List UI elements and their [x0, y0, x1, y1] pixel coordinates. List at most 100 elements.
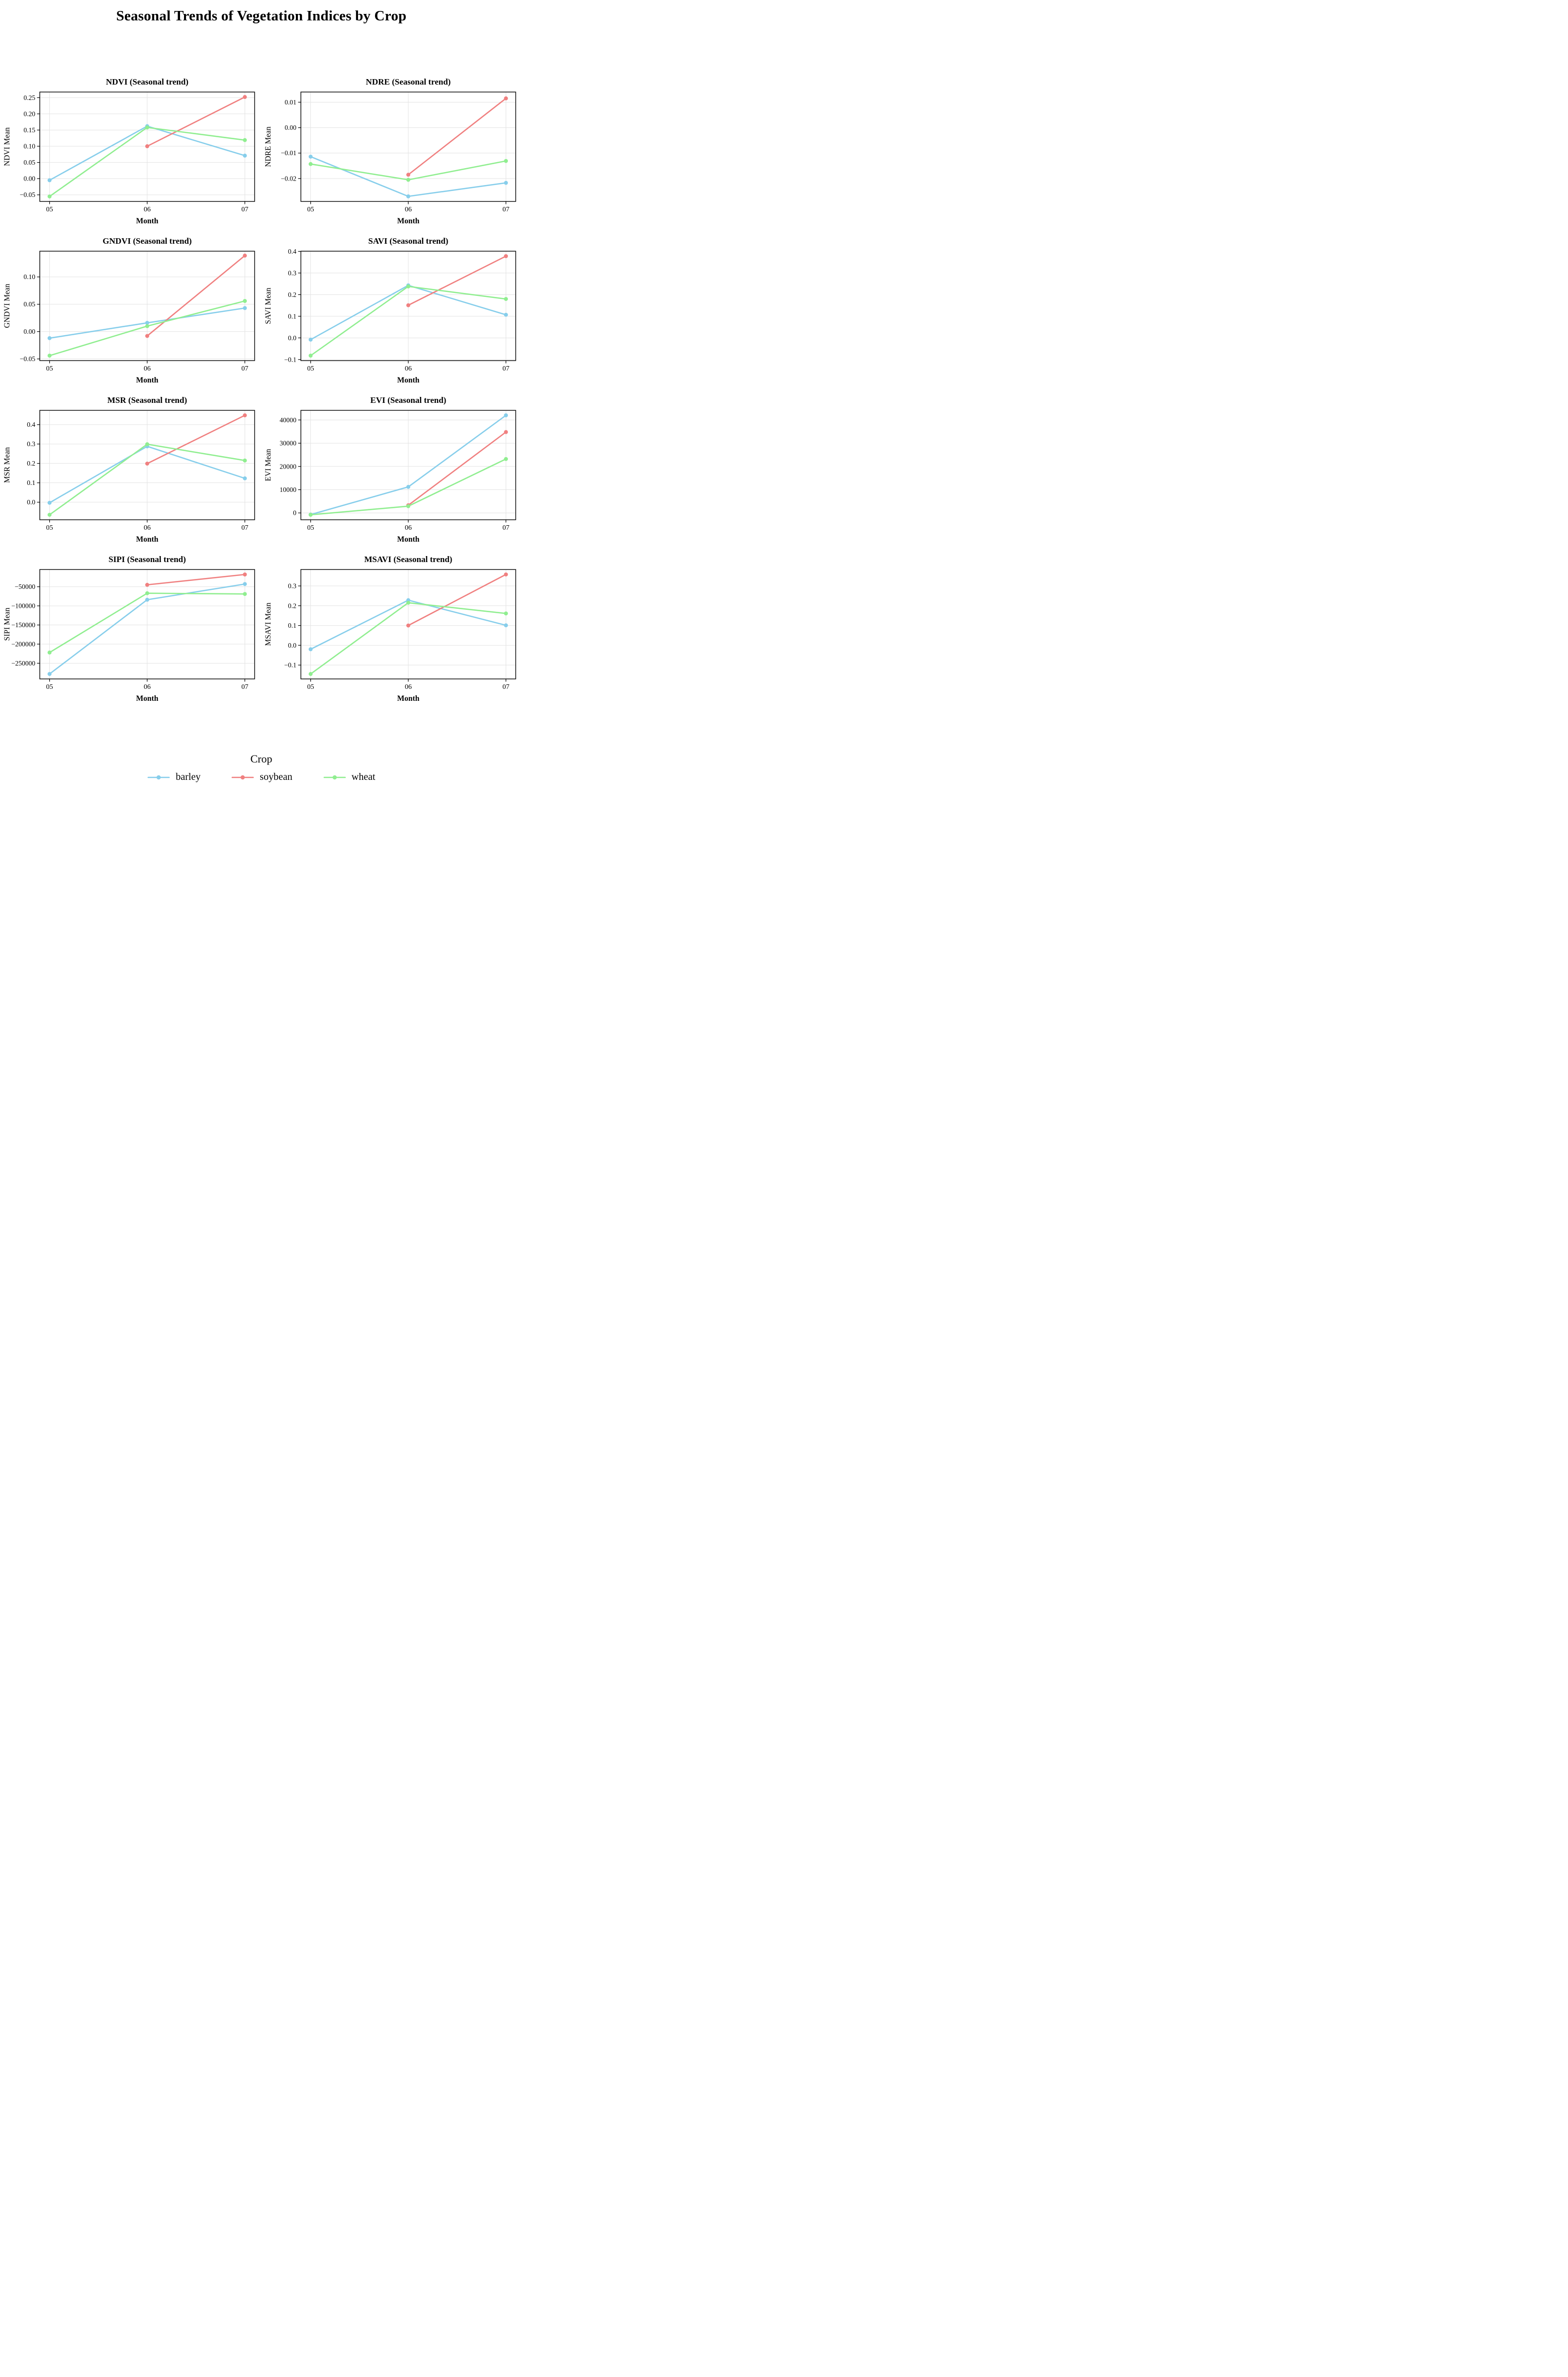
x-tick-label: 06	[144, 206, 151, 213]
y-tick-label: 0.2	[27, 460, 35, 467]
data-point-barley	[145, 321, 149, 325]
axis-ticks: 05 06 07 −0.05 0.00 0.05 0.10	[20, 273, 249, 373]
y-axis-label: MSAVI Mean	[264, 602, 273, 646]
chart-svg-msavi: 05 06 07 −0.1 0.0 0.1 0.2 0.3 MSAVI (Seasonal tr…	[264, 555, 516, 703]
chart-title: MSR (Seasonal trend)	[107, 395, 187, 405]
x-tick-label: 07	[502, 683, 509, 691]
y-axis-label: NDVI Mean	[3, 127, 11, 166]
y-tick-label: −0.1	[284, 356, 297, 363]
charts-grid: 05 06 07 −0.05 0.00 0.05 0.10 0.15 0.20 0.25 NDVI …	[0, 73, 523, 710]
x-axis-label: Month	[136, 535, 159, 544]
chart-title: SIPI (Seasonal trend)	[108, 555, 186, 564]
y-tick-label: −250000	[11, 660, 35, 667]
series-barley	[308, 598, 508, 652]
data-point-soybean	[504, 430, 508, 434]
axis-ticks: 05 06 07 0.0 0.1 0.2 0.3 0.4	[27, 421, 248, 532]
data-point-wheat	[243, 458, 247, 463]
data-point-barley	[504, 312, 508, 317]
legend-label: barley	[176, 771, 201, 782]
x-tick-label: 07	[241, 365, 248, 373]
series-soybean	[145, 572, 247, 587]
data-point-soybean	[145, 462, 149, 466]
chart-title: GNDVI (Seasonal trend)	[102, 236, 191, 246]
legend-marker-soybean	[232, 775, 254, 779]
y-tick-label: 0.25	[23, 94, 35, 101]
y-tick-label: 0.1	[27, 479, 35, 486]
data-point-wheat	[406, 178, 410, 182]
x-tick-label: 05	[46, 683, 53, 691]
series-wheat	[308, 159, 508, 182]
chart-svg-msr: 05 06 07 0.0 0.1 0.2 0.3 0.4 MSR (Seasonal trend…	[3, 395, 255, 544]
series-wheat	[308, 457, 508, 517]
series-barley	[47, 582, 247, 676]
data-point-soybean	[406, 303, 410, 307]
chart-panel-gndvi: 05 06 07 −0.05 0.00 0.05 0.10 GNDVI (Seasonal t…	[0, 232, 261, 391]
data-point-soybean	[504, 254, 508, 258]
data-point-soybean	[406, 623, 410, 628]
y-tick-label: 40000	[279, 416, 296, 424]
axis-ticks: 05 06 07 −0.1 0.0 0.1 0.2 0.3 0.4	[284, 248, 510, 373]
data-point-wheat	[145, 591, 149, 595]
y-tick-label: 0.0	[288, 642, 296, 649]
gridlines	[301, 92, 516, 201]
x-tick-label: 05	[307, 365, 314, 373]
x-tick-label: 06	[144, 524, 151, 532]
series-wheat	[47, 442, 247, 517]
data-point-barley	[308, 337, 313, 342]
gridlines	[40, 251, 255, 361]
data-point-wheat	[504, 159, 508, 163]
chart-svg-gndvi: 05 06 07 −0.05 0.00 0.05 0.10 GNDVI (Seasonal t…	[3, 236, 255, 384]
y-tick-label: 0	[293, 509, 296, 517]
y-tick-label: 0.20	[23, 110, 35, 117]
chart-title: NDRE (Seasonal trend)	[366, 77, 451, 87]
data-point-wheat	[308, 354, 313, 358]
y-tick-label: −50000	[15, 583, 36, 590]
y-tick-label: 0.3	[288, 582, 296, 589]
legend-marker-barley	[148, 775, 170, 779]
x-tick-label: 07	[502, 206, 509, 213]
y-tick-label: 0.05	[23, 300, 35, 308]
x-tick-label: 06	[405, 683, 412, 691]
chart-svg-sipi: 05 06 07 −250000 −200000 −150000 −100000 −50000…	[3, 555, 255, 703]
legend-entry-barley: barley	[147, 771, 200, 783]
data-point-barley	[47, 500, 52, 505]
series-soybean	[145, 95, 247, 149]
series-soybean	[406, 430, 508, 507]
x-tick-label: 07	[241, 524, 248, 532]
chart-panel-savi: 05 06 07 −0.1 0.0 0.1 0.2 0.3 0.4 SAVI (Seasonal …	[261, 232, 522, 391]
series-wheat	[308, 600, 508, 676]
data-point-wheat	[308, 513, 313, 517]
y-axis-label: NDRE Mean	[264, 126, 273, 167]
data-point-wheat	[406, 504, 410, 508]
chart-panel-msr: 05 06 07 0.0 0.1 0.2 0.3 0.4 MSR (Seasonal trend…	[0, 391, 261, 551]
data-point-soybean	[243, 413, 247, 418]
y-tick-label: 0.01	[284, 98, 296, 106]
y-tick-label: 0.00	[23, 175, 35, 183]
data-point-soybean	[145, 582, 149, 587]
chart-svg-ndvi: 05 06 07 −0.05 0.00 0.05 0.10 0.15 0.20 0.25 NDVI …	[3, 77, 255, 225]
y-tick-label: 0.4	[27, 421, 35, 428]
x-axis-label: Month	[397, 376, 420, 384]
figure: Seasonal Trends of Vegetation Indices by…	[0, 8, 523, 783]
legend-marker-wheat	[323, 775, 346, 779]
x-axis-label: Month	[136, 376, 159, 384]
data-point-wheat	[145, 324, 149, 328]
x-tick-label: 07	[502, 524, 509, 532]
chart-title: SAVI (Seasonal trend)	[369, 236, 449, 246]
y-tick-label: 0.3	[27, 440, 35, 448]
data-point-soybean	[145, 144, 149, 149]
data-point-barley	[243, 306, 247, 310]
series-soybean	[145, 253, 247, 338]
y-tick-label: 0.15	[23, 126, 35, 134]
axis-ticks: 05 06 07 −250000 −200000 −150000 −100000 −50000	[11, 583, 248, 691]
legend-entry-soybean: soybean	[231, 771, 292, 783]
chart-title: EVI (Seasonal trend)	[370, 395, 447, 405]
y-tick-label: 0.2	[288, 291, 296, 298]
data-point-barley	[406, 484, 410, 489]
y-tick-label: 0.00	[23, 328, 35, 335]
y-tick-label: 0.05	[23, 159, 35, 166]
y-tick-label: 0.4	[288, 248, 296, 255]
data-point-soybean	[406, 173, 410, 177]
y-tick-label: −200000	[11, 640, 35, 648]
y-tick-label: 0.0	[27, 498, 35, 506]
